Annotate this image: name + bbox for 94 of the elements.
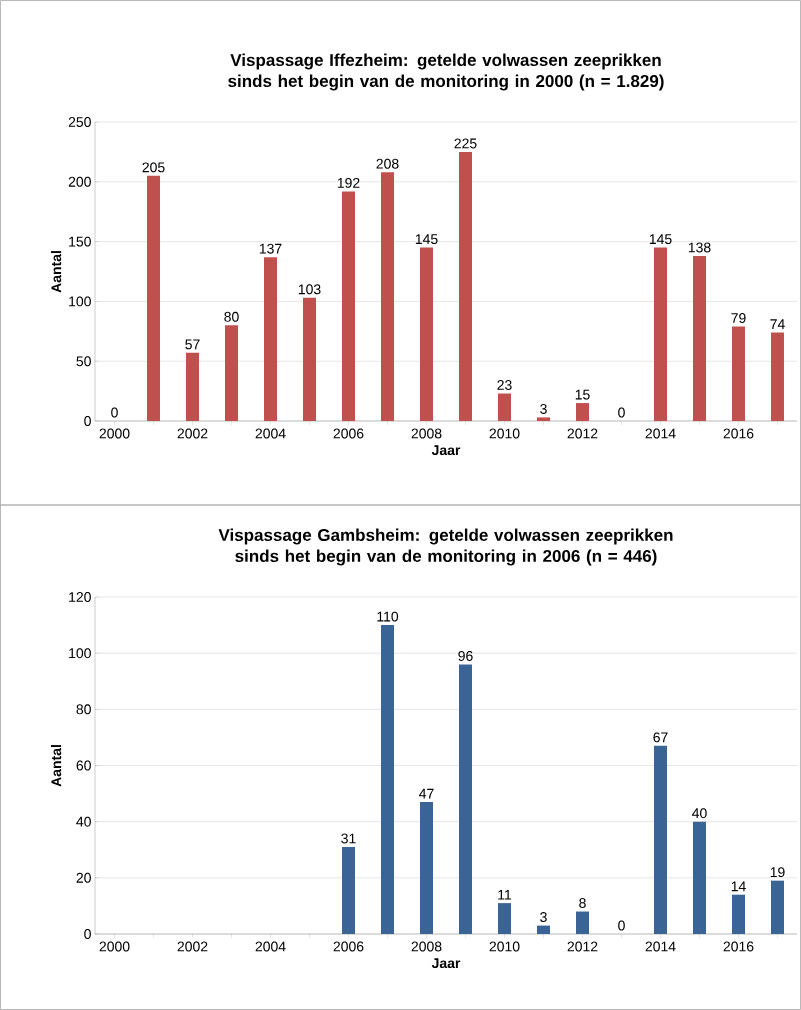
x-tick-label: 2010 <box>489 941 520 952</box>
x-tick-label: 2012 <box>567 428 598 439</box>
y-tick-label: 60 <box>76 760 91 771</box>
chart-title: Vispassage Iffezheim: getelde volwassen zeeprikken sinds het begin van de monitoring in 2000 (n = 1.829) <box>228 53 664 91</box>
bar <box>653 247 667 422</box>
bar <box>770 880 784 935</box>
data-label: 19 <box>770 867 785 878</box>
bar <box>342 191 355 422</box>
bar <box>264 257 277 422</box>
x-tick-label: 2012 <box>567 941 598 952</box>
data-label: 0 <box>111 407 118 418</box>
y-tick-label: 120 <box>69 592 91 602</box>
bar <box>303 297 316 422</box>
x-tick-label: 2006 <box>333 941 364 952</box>
data-label: 47 <box>419 788 434 799</box>
data-label: 15 <box>575 389 590 400</box>
data-label: 79 <box>731 313 746 323</box>
data-label: 96 <box>458 650 473 661</box>
bar <box>536 417 550 422</box>
bar <box>692 821 706 935</box>
bar <box>575 403 589 422</box>
x-tick-label: 2016 <box>723 941 754 952</box>
bar <box>497 903 511 935</box>
data-label: 103 <box>298 284 321 295</box>
x-tick-label: 2014 <box>645 941 676 952</box>
bar <box>692 255 706 422</box>
x-tick-label: 2014 <box>645 428 676 439</box>
x-tick-label: 2010 <box>489 428 520 439</box>
data-label: 137 <box>259 243 282 254</box>
bar <box>342 846 355 935</box>
data-label: 31 <box>341 833 356 844</box>
x-tick-label: 2006 <box>333 428 364 439</box>
bar <box>147 175 160 422</box>
y-tick-label: 150 <box>69 236 91 247</box>
chart-title: Vispassage Gambsheim: getelde volwassen zeeprikken sinds het begin van de monitoring in 2006 (n = 446) <box>218 528 673 566</box>
bar <box>419 247 433 422</box>
y-tick-label: 0 <box>84 416 91 426</box>
bar <box>225 325 238 422</box>
y-tick-label: 20 <box>76 872 91 883</box>
bar <box>653 745 667 935</box>
y-tick-label: 250 <box>68 117 91 127</box>
y-tick-label: 80 <box>76 704 91 715</box>
data-label: 225 <box>454 138 477 149</box>
data-label: 205 <box>142 162 165 173</box>
data-label: 40 <box>692 808 707 819</box>
data-label: 0 <box>618 407 625 418</box>
data-label: 110 <box>377 611 399 622</box>
bar <box>731 326 745 422</box>
x-axis-title: Jaar <box>431 445 461 456</box>
data-label: 14 <box>731 881 746 892</box>
data-label: 3 <box>540 403 547 414</box>
data-label: 11 <box>498 889 512 900</box>
bar <box>186 352 199 422</box>
x-tick-label: 2004 <box>255 941 286 952</box>
data-label: 145 <box>415 234 438 245</box>
bar <box>458 664 472 935</box>
x-tick-label: 2000 <box>99 941 130 952</box>
x-tick-label: 2008 <box>411 428 442 439</box>
y-tick-label: 50 <box>76 356 91 367</box>
data-label: 145 <box>649 234 672 245</box>
data-label: 80 <box>224 311 239 322</box>
data-label: 74 <box>770 319 785 329</box>
data-label: 67 <box>653 732 668 743</box>
x-tick-label: 2000 <box>99 428 130 439</box>
data-label: 0 <box>618 920 625 931</box>
bar <box>497 393 511 422</box>
bar <box>770 332 784 422</box>
bar <box>381 625 394 935</box>
x-axis-title: Jaar <box>431 958 461 969</box>
bar <box>381 172 394 422</box>
y-tick-label: 40 <box>76 816 91 827</box>
bar <box>731 894 745 935</box>
y-axis-title: Aantal <box>50 251 62 293</box>
y-tick-label: 200 <box>68 176 91 187</box>
y-tick-label: 0 <box>84 929 91 939</box>
bar <box>536 925 550 935</box>
data-label: 8 <box>579 898 586 909</box>
data-label: 192 <box>337 177 360 188</box>
data-label: 3 <box>540 912 547 923</box>
x-tick-label: 2016 <box>723 428 754 439</box>
data-label: 23 <box>497 380 512 390</box>
x-tick-label: 2004 <box>255 428 286 439</box>
y-tick-label: 100 <box>69 648 91 659</box>
data-label: 208 <box>376 158 399 169</box>
bar <box>419 802 433 935</box>
data-label: 138 <box>688 242 711 253</box>
x-tick-label: 2002 <box>177 941 208 952</box>
y-axis-title: Aantal <box>50 745 62 787</box>
bar <box>458 151 472 422</box>
x-tick-label: 2008 <box>411 941 442 952</box>
x-tick-label: 2002 <box>177 428 208 439</box>
y-tick-label: 100 <box>69 296 91 307</box>
data-label: 57 <box>185 339 200 350</box>
bar <box>575 911 589 935</box>
